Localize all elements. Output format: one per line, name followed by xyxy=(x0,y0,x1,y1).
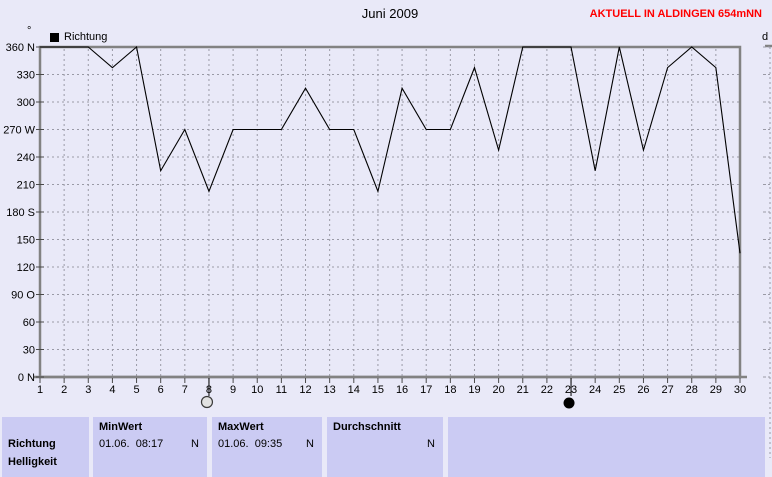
y-tick-label: 30 xyxy=(23,345,35,357)
maxwert-header: MaxWert xyxy=(218,421,264,433)
x-tick-label: 18 xyxy=(444,384,456,396)
x-tick-label: 27 xyxy=(661,384,673,396)
y-tick-label: 180 S xyxy=(6,207,35,219)
y-tick-label: 150 xyxy=(17,235,35,247)
wind-direction-series-line xyxy=(40,45,741,254)
x-tick-label: 1 xyxy=(37,384,43,396)
x-tick-label: 19 xyxy=(468,384,480,396)
station-status-label: AKTUELL IN ALDINGEN 654mNN xyxy=(589,8,762,20)
x-tick-label: 21 xyxy=(517,384,529,396)
x-tick-label: 15 xyxy=(372,384,384,396)
x-tick-label: 29 xyxy=(710,384,722,396)
y-axis-unit-label: ° xyxy=(27,25,32,37)
x-tick-label: 2 xyxy=(61,384,67,396)
x-tick-label: 6 xyxy=(158,384,164,396)
x-tick-label: 10 xyxy=(251,384,263,396)
chart-title: Juni 2009 xyxy=(361,6,419,21)
x-tick-label: 5 xyxy=(133,384,139,396)
x-tick-label: 4 xyxy=(109,384,115,396)
x-tick-label: 24 xyxy=(589,384,601,396)
y-tick-label: 210 xyxy=(17,180,35,192)
y-tick-label: 60 xyxy=(23,317,35,329)
y-tick-label: 120 xyxy=(17,262,35,274)
table-cell-extra[interactable] xyxy=(448,417,765,477)
x-tick-label: 13 xyxy=(324,384,336,396)
y-tick-label: 300 xyxy=(17,97,35,109)
x-tick-label: 7 xyxy=(182,384,188,396)
y-tick-label: 240 xyxy=(17,152,35,164)
next-sensor-row-label: Helligkeit xyxy=(8,456,57,468)
x-tick-label: 9 xyxy=(230,384,236,396)
sensor-row-label: Richtung xyxy=(8,438,56,450)
x-tick-label: 25 xyxy=(613,384,625,396)
x-tick-label: 28 xyxy=(686,384,698,396)
weather-app-window: { "title": "Juni 2009", "header_right": … xyxy=(2,6,772,477)
x-tick-label: 3 xyxy=(85,384,91,396)
minwert-datetime: 01.06. 08:17 xyxy=(99,438,164,450)
y-tick-label: 90 O xyxy=(11,290,35,302)
durchschnitt-direction: N xyxy=(427,438,435,450)
x-tick-label: 30 xyxy=(734,384,746,396)
table-cell-sensor[interactable]: Richtung Helligkeit xyxy=(2,417,89,477)
maxwert-direction: N xyxy=(306,438,314,450)
x-tick-label: 12 xyxy=(299,384,311,396)
table-cell-minwert[interactable]: MinWert 01.06. 08:17 N xyxy=(93,417,207,477)
y-tick-label: 330 xyxy=(17,70,35,82)
x-tick-label: 26 xyxy=(637,384,649,396)
x-tick-label: 14 xyxy=(348,384,360,396)
y-tick-label: 270 W xyxy=(3,125,35,137)
table-cell-durchschnitt[interactable]: Durchschnitt N xyxy=(327,417,443,477)
legend-swatch-icon xyxy=(50,32,59,42)
x-tick-label: 22 xyxy=(541,384,553,396)
x-tick-label: 20 xyxy=(492,384,504,396)
maxwert-value: 01.06. 09:35 N xyxy=(212,435,322,452)
minwert-direction: N xyxy=(191,438,199,450)
new-moon-icon xyxy=(563,397,575,409)
next-panel-unit-label: d xyxy=(762,31,769,43)
x-tick-label: 17 xyxy=(420,384,432,396)
minwert-header: MinWert xyxy=(99,421,143,433)
minwert-value: 01.06. 08:17 N xyxy=(93,435,207,452)
durchschnitt-value: N xyxy=(327,435,443,452)
y-tick-label: 0 N xyxy=(18,372,35,384)
legend-label: Richtung xyxy=(64,31,108,43)
full-moon-icon xyxy=(200,395,214,409)
legend: Richtung xyxy=(50,31,107,43)
plot-border xyxy=(38,45,742,379)
x-tick-label: 11 xyxy=(276,384,287,396)
sensor-header-spacer xyxy=(2,417,89,435)
y-tick-label: 360 N xyxy=(6,42,35,54)
x-tick-label: 16 xyxy=(396,384,408,396)
durchschnitt-header: Durchschnitt xyxy=(333,421,401,433)
table-cell-maxwert[interactable]: MaxWert 01.06. 09:35 N xyxy=(212,417,322,477)
maxwert-datetime: 01.06. 09:35 xyxy=(218,438,283,450)
